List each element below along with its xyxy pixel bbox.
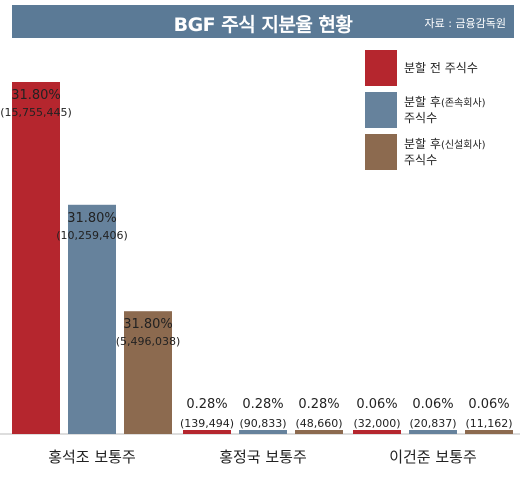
count-label: (20,837) — [409, 417, 456, 430]
x-tick-label: 홍정국 보통주 — [219, 448, 307, 466]
count-label: (11,162) — [465, 417, 512, 430]
legend-item-after-split-surviving: 분할 후(존속회사) 주식수 — [365, 92, 505, 132]
x-tick-label: 이건준 보통주 — [389, 448, 477, 466]
bar-2-0 — [353, 430, 401, 434]
count-label: (5,496,038) — [116, 335, 181, 348]
bar-0-0 — [12, 82, 60, 434]
count-label: (10,259,406) — [56, 229, 128, 242]
count-label: (15,755,445) — [0, 106, 72, 119]
legend-swatch — [365, 50, 397, 86]
bar-1-2 — [295, 430, 343, 434]
legend-swatch — [365, 134, 397, 170]
count-label: (90,833) — [239, 417, 286, 430]
count-label: (48,660) — [295, 417, 342, 430]
percent-label: 31.80% — [67, 211, 117, 226]
percent-label: 31.80% — [123, 317, 173, 332]
legend-item-before-split: 분할 전 주식수 — [365, 50, 505, 90]
source-note: 자료 : 금융감독원 — [424, 17, 506, 30]
count-label: (32,000) — [353, 417, 400, 430]
legend-label: 분할 후(존속회사) 주식수 — [404, 95, 486, 125]
bar-2-2 — [465, 430, 513, 434]
legend-label: 분할 후(신설회사) 주식수 — [404, 137, 486, 167]
bar-2-1 — [409, 430, 457, 434]
percent-label: 0.28% — [242, 397, 283, 412]
chart-title: BGF 주식 지분율 현황 — [173, 14, 353, 36]
bar-1-1 — [239, 430, 287, 434]
legend-item-after-split-new: 분할 후(신설회사) 주식수 — [365, 134, 505, 174]
percent-label: 0.28% — [186, 397, 227, 412]
percent-label: 0.06% — [356, 397, 397, 412]
bar-0-2 — [124, 311, 172, 434]
percent-label: 0.06% — [468, 397, 509, 412]
percent-label: 0.28% — [298, 397, 339, 412]
legend-label: 분할 전 주식수 — [404, 61, 478, 75]
percent-label: 0.06% — [412, 397, 453, 412]
legend-swatch — [365, 92, 397, 128]
bar-1-0 — [183, 430, 231, 434]
percent-label: 31.80% — [11, 88, 61, 103]
count-label: (139,494) — [180, 417, 234, 430]
x-tick-label: 홍석조 보통주 — [48, 448, 136, 466]
bar-0-1 — [68, 204, 116, 434]
title-bar: BGF 주식 지분율 현황 자료 : 금융감독원 — [12, 5, 514, 38]
